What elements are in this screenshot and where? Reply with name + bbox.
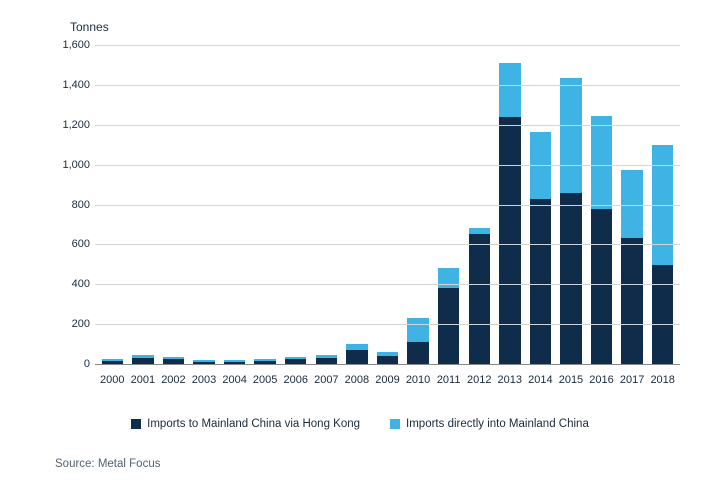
bar-segment-via-hk xyxy=(438,288,459,364)
y-tick-label: 1,000 xyxy=(50,159,90,171)
x-tick-label: 2009 xyxy=(375,374,399,386)
x-tick-label: 2011 xyxy=(437,374,461,386)
gridline xyxy=(95,284,680,285)
y-axis-title: Tonnes xyxy=(70,20,109,34)
chart-container: Tonnes 200020012002200320042005200620072… xyxy=(30,20,690,410)
bar-segment-via-hk xyxy=(407,342,428,364)
bar-segment-direct xyxy=(591,116,612,209)
legend-item-via-hk: Imports to Mainland China via Hong Kong xyxy=(131,418,360,430)
bar-segment-via-hk xyxy=(377,356,398,364)
gridline xyxy=(95,45,680,46)
bar-segment-via-hk xyxy=(346,350,367,364)
bar-segment-via-hk xyxy=(652,265,673,364)
bar-segment-direct xyxy=(499,63,520,117)
bar-segment-direct xyxy=(407,318,428,342)
x-tick-label: 2015 xyxy=(559,374,583,386)
y-tick-label: 200 xyxy=(50,318,90,330)
x-tick-label: 2003 xyxy=(192,374,216,386)
bar-segment-via-hk xyxy=(591,209,612,365)
x-tick-label: 2006 xyxy=(284,374,308,386)
bar-segment-via-hk xyxy=(254,361,275,364)
x-tick-label: 2010 xyxy=(406,374,430,386)
legend-label: Imports directly into Mainland China xyxy=(406,418,589,430)
y-tick-label: 1,200 xyxy=(50,119,90,131)
bar-segment-via-hk xyxy=(285,359,306,364)
legend-swatch-icon xyxy=(131,419,141,429)
legend-swatch-icon xyxy=(390,419,400,429)
x-tick-label: 2007 xyxy=(314,374,338,386)
bar-segment-via-hk xyxy=(499,117,520,364)
gridline xyxy=(95,125,680,126)
bar-segment-via-hk xyxy=(469,234,490,364)
x-tick-label: 2016 xyxy=(589,374,613,386)
y-tick-label: 0 xyxy=(50,358,90,370)
y-tick-label: 1,600 xyxy=(50,39,90,51)
bar-segment-via-hk xyxy=(621,238,642,364)
bar-segment-via-hk xyxy=(224,362,245,364)
gridline xyxy=(95,165,680,166)
x-tick-label: 2013 xyxy=(498,374,522,386)
x-tick-label: 2018 xyxy=(650,374,674,386)
y-tick-label: 400 xyxy=(50,278,90,290)
x-tick-label: 2005 xyxy=(253,374,277,386)
bar-segment-via-hk xyxy=(530,199,551,364)
bar-segment-via-hk xyxy=(102,361,123,364)
gridline xyxy=(95,85,680,86)
bar-segment-via-hk xyxy=(132,358,153,364)
y-tick-label: 600 xyxy=(50,238,90,250)
bar-segment-via-hk xyxy=(560,193,581,364)
x-tick-label: 2001 xyxy=(131,374,155,386)
legend: Imports to Mainland China via Hong Kong … xyxy=(30,418,690,430)
bar-segment-via-hk xyxy=(316,358,337,364)
x-tick-label: 2002 xyxy=(161,374,185,386)
gridline xyxy=(95,244,680,245)
bar-segment-via-hk xyxy=(163,359,184,364)
x-tick-label: 2017 xyxy=(620,374,644,386)
gridline xyxy=(95,324,680,325)
source-text: Source: Metal Focus xyxy=(55,458,690,470)
legend-label: Imports to Mainland China via Hong Kong xyxy=(147,418,360,430)
x-tick-label: 2014 xyxy=(528,374,552,386)
y-tick-label: 1,400 xyxy=(50,79,90,91)
bar-segment-direct xyxy=(560,78,581,193)
x-tick-label: 2004 xyxy=(222,374,246,386)
bar-segment-direct xyxy=(438,268,459,288)
bar-segment-via-hk xyxy=(193,362,214,364)
x-tick-label: 2000 xyxy=(100,374,124,386)
legend-item-direct: Imports directly into Mainland China xyxy=(390,418,589,430)
x-tick-label: 2008 xyxy=(345,374,369,386)
y-tick-label: 800 xyxy=(50,199,90,211)
plot-area: 2000200120022003200420052006200720082009… xyxy=(95,45,680,365)
x-tick-label: 2012 xyxy=(467,374,491,386)
gridline xyxy=(95,205,680,206)
